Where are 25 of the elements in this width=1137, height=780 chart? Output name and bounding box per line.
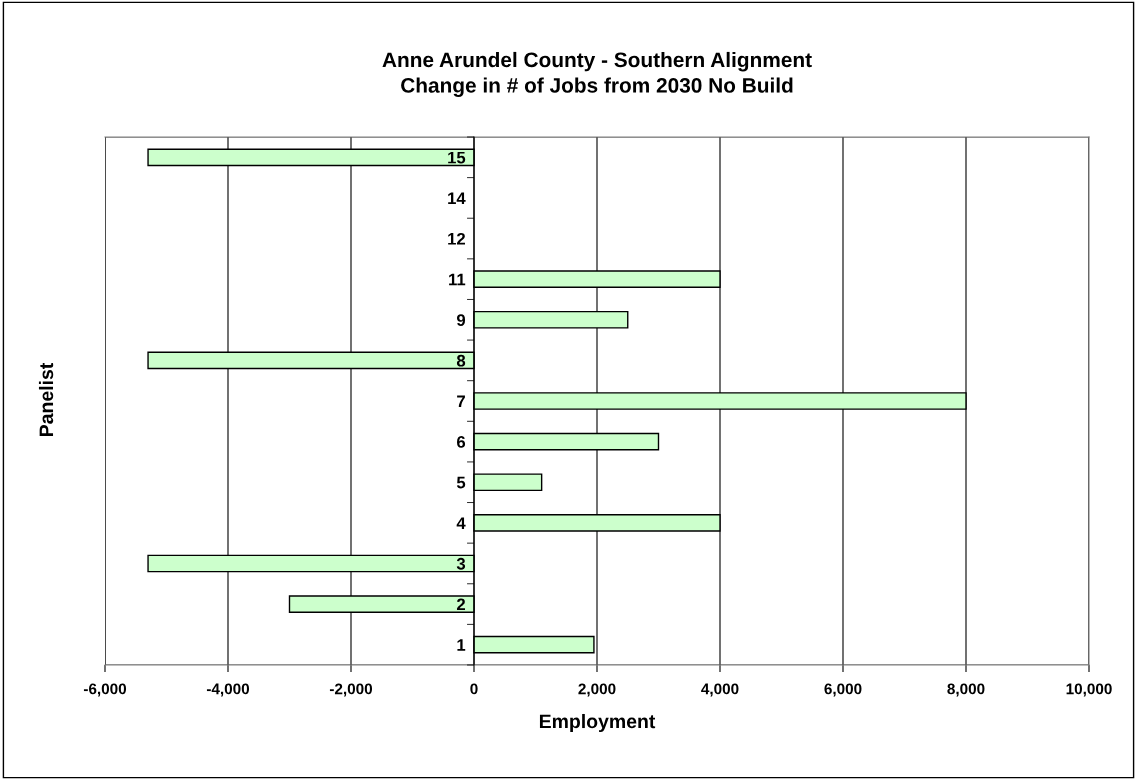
- x-tick-label: 2,000: [578, 683, 616, 697]
- y-axis-title: Panelist: [38, 362, 54, 436]
- y-tick-label: 4: [456, 517, 466, 529]
- x-tick-label: -6,000: [83, 683, 127, 697]
- x-tick-label: 10,000: [1066, 683, 1112, 697]
- y-tick-label: 3: [456, 557, 466, 570]
- x-tick-label: 0: [470, 683, 478, 695]
- y-tick-label: 8: [456, 354, 466, 367]
- y-tick-label: 7: [457, 395, 465, 408]
- x-axis-title: Employment: [539, 713, 656, 733]
- y-tick-label: 15: [448, 151, 466, 164]
- y-tick-label: 2: [456, 598, 465, 611]
- y-tick-label: 9: [456, 314, 466, 326]
- x-tick-label: -4,000: [206, 683, 250, 697]
- y-tick-label: 12: [448, 232, 465, 245]
- x-tick-label: 8,000: [947, 683, 985, 697]
- y-tick-label: 11: [449, 273, 466, 286]
- y-tick-label: 1: [457, 639, 466, 651]
- y-tick-label: 5: [456, 476, 466, 489]
- chart-title: Anne Arundel County - Southern Alignment Change in # of Jobs from 2030 No Build: [382, 51, 812, 97]
- x-tick-label: -2,000: [329, 683, 373, 697]
- x-tick-label: 6,000: [824, 683, 862, 697]
- y-tick-label: 6: [457, 436, 466, 448]
- x-tick-label: 4,000: [701, 683, 739, 697]
- y-tick-label: 14: [448, 192, 466, 204]
